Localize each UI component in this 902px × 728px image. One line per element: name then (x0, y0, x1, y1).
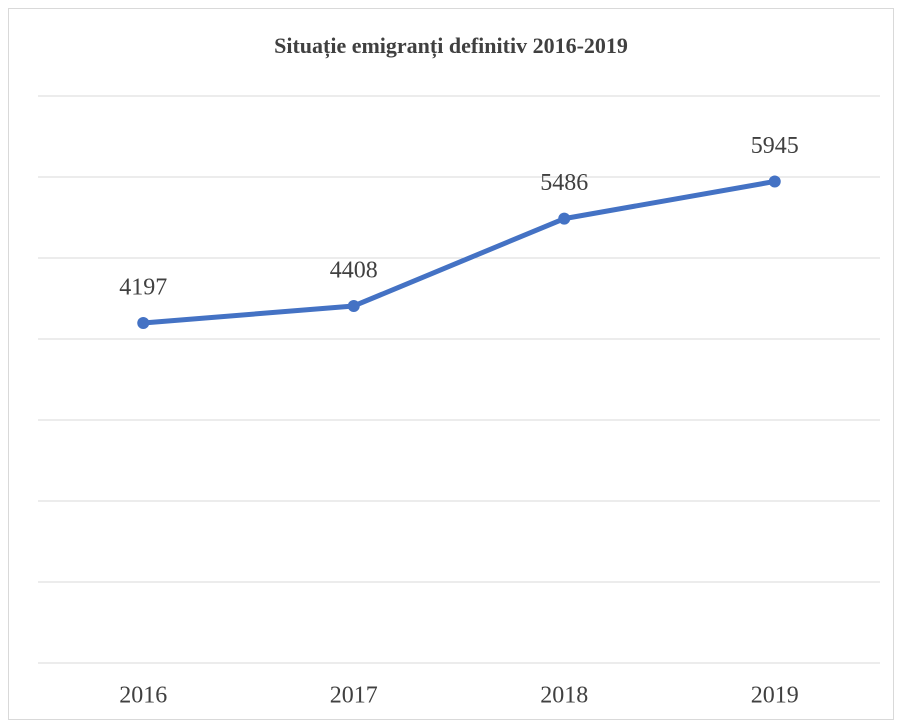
data-point (768, 175, 781, 188)
data-label: 4197 (119, 275, 167, 301)
chart-frame (8, 8, 894, 720)
data-label: 5486 (540, 170, 588, 196)
series-line (140, 178, 778, 326)
data-point (558, 212, 571, 225)
x-tick-label: 2019 (751, 683, 799, 709)
data-point (137, 317, 150, 330)
x-tick-label: 2016 (119, 683, 167, 709)
chart-title: Situație emigranți definitiv 2016-2019 (274, 33, 628, 59)
data-label: 5945 (751, 133, 799, 159)
x-tick-label: 2018 (540, 683, 588, 709)
data-point (347, 299, 360, 312)
data-label: 4408 (330, 257, 378, 283)
x-tick-label: 2017 (330, 683, 378, 709)
